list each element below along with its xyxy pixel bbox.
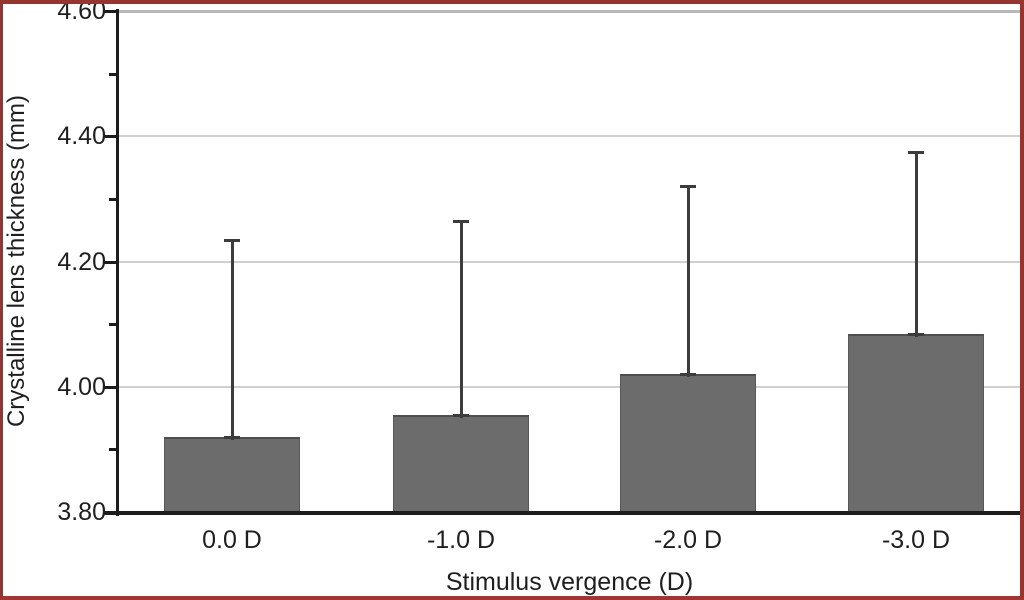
error-bar-upper-cap bbox=[224, 238, 240, 242]
error-bar-lower-cap bbox=[224, 435, 240, 439]
y-axis-title-text: Crystalline lens thickness (mm) bbox=[3, 94, 30, 428]
bar--3.0 D bbox=[848, 333, 984, 512]
y-tick-label: 4.20 bbox=[57, 247, 106, 276]
error-bar-upper-cap bbox=[680, 185, 696, 189]
horizontal-gridline bbox=[118, 385, 1021, 388]
y-major-tick bbox=[104, 385, 118, 389]
error-bar-lower-cap bbox=[680, 373, 696, 377]
x-axis bbox=[104, 511, 1021, 515]
x-tick-label: -1.0 D bbox=[426, 526, 496, 554]
error-bar-lower-cap bbox=[908, 332, 924, 336]
error-bar-upper-cap bbox=[908, 150, 924, 154]
y-major-tick bbox=[104, 135, 118, 139]
y-major-tick bbox=[104, 10, 118, 13]
y-minor-tick bbox=[109, 72, 118, 76]
y-tick-label: 3.80 bbox=[57, 498, 106, 526]
error-bar-stem bbox=[230, 239, 234, 440]
x-tick-label: -2.0 D bbox=[653, 526, 723, 554]
x-tick-label: 0.0 D bbox=[202, 526, 262, 554]
y-major-tick bbox=[104, 260, 118, 264]
y-minor-tick bbox=[109, 323, 118, 327]
error-bar-upper-cap bbox=[453, 219, 469, 223]
horizontal-gridline bbox=[118, 260, 1021, 263]
horizontal-gridline bbox=[118, 135, 1021, 138]
error-bar-stem bbox=[686, 186, 690, 378]
y-axis bbox=[116, 9, 119, 516]
x-axis-title: Stimulus vergence (D) bbox=[445, 568, 694, 596]
error-bar-stem bbox=[914, 151, 918, 337]
bar-0.0 D bbox=[164, 436, 300, 512]
horizontal-gridline bbox=[118, 10, 1021, 13]
y-tick-label: 4.00 bbox=[57, 372, 106, 401]
y-tick-label: 4.40 bbox=[57, 122, 106, 151]
error-bar-stem bbox=[459, 220, 463, 418]
y-minor-tick bbox=[109, 448, 118, 452]
bar--1.0 D bbox=[393, 414, 529, 512]
y-minor-tick bbox=[109, 197, 118, 201]
bar--2.0 D bbox=[620, 374, 756, 512]
x-tick-label: -3.0 D bbox=[881, 526, 951, 554]
y-tick-label: 4.60 bbox=[57, 0, 106, 25]
error-bar-lower-cap bbox=[453, 413, 469, 417]
